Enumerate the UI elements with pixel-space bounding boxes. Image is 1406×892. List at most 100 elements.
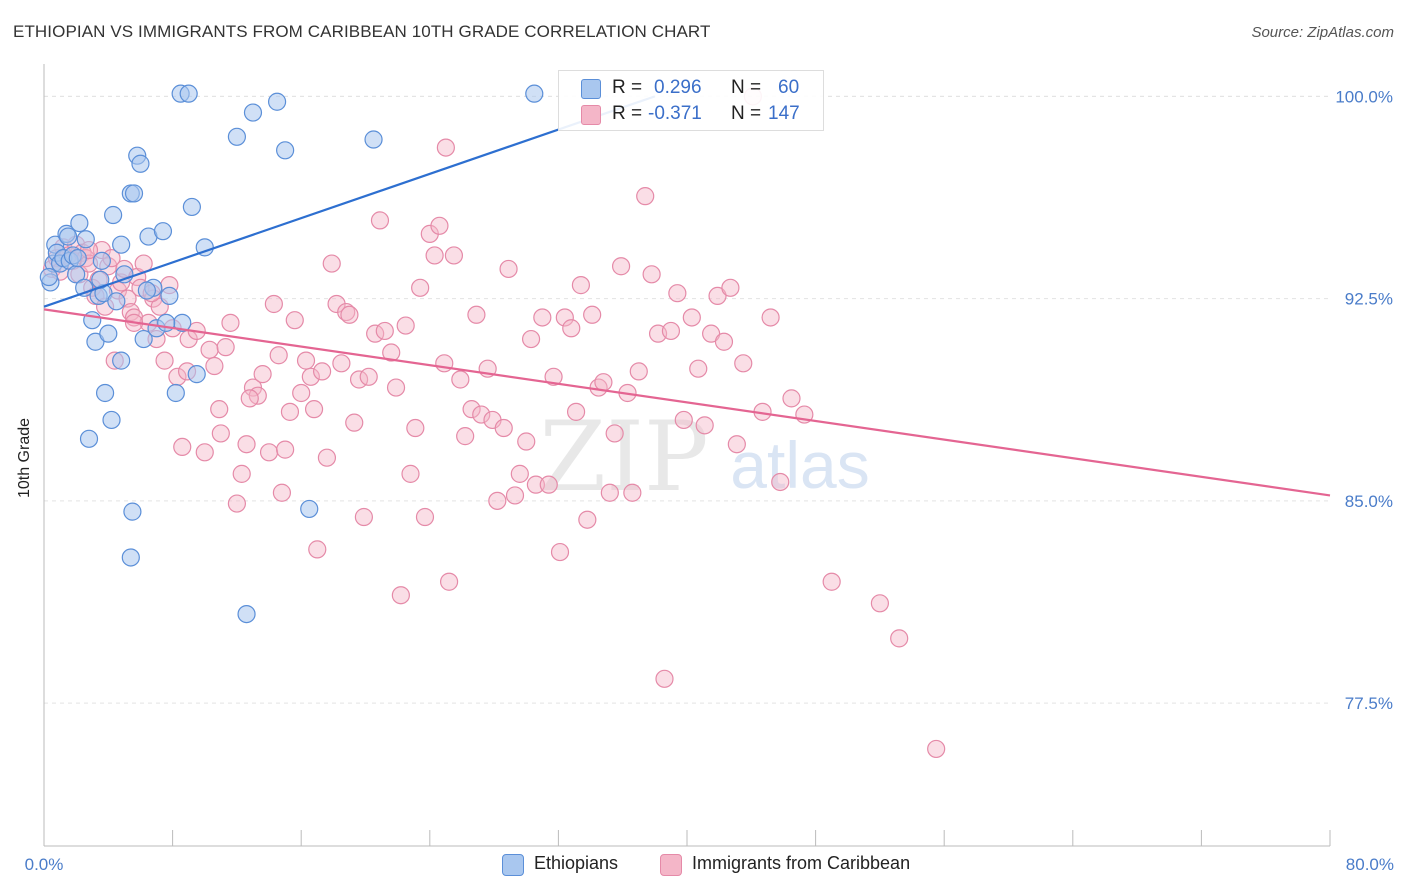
caribbean-point (200, 340, 219, 359)
caribbean-point (544, 367, 563, 386)
caribbean-point (308, 540, 327, 559)
x-tick-label: 0.0% (25, 855, 64, 874)
caribbean-point (272, 483, 292, 502)
caribbean-point (721, 278, 740, 297)
legend-swatch-pink (581, 105, 601, 125)
caribbean-point (611, 257, 631, 276)
caribbean-point (337, 302, 356, 322)
ethiopian-point (137, 281, 156, 300)
ethiopian-point (124, 184, 144, 203)
caribbean-point (396, 316, 415, 335)
caribbean-point (655, 669, 674, 688)
ethiopian-point (187, 365, 206, 384)
caribbean-point (605, 424, 624, 443)
caribbean-point (555, 308, 574, 327)
caribbean-point (317, 448, 337, 467)
caribbean-point (499, 259, 518, 279)
caribbean-point (259, 443, 279, 462)
caribbean-point (533, 308, 552, 327)
ethiopian-point (179, 84, 198, 103)
ethiopian-point (102, 410, 121, 430)
caribbean-point (521, 329, 541, 349)
caribbean-point (870, 594, 890, 613)
caribbean-point (642, 265, 661, 284)
series-ethiopians-points (39, 84, 544, 624)
caribbean-point (594, 373, 613, 392)
caribbean-point (237, 435, 256, 454)
ethiopian-point (166, 383, 185, 403)
y-axis-title-wrap: 10th Grade (16, 378, 34, 498)
caribbean-point (550, 542, 570, 562)
caribbean-point (494, 418, 513, 438)
legend-r-label: R = (612, 103, 643, 124)
caribbean-point (444, 246, 464, 265)
caribbean-point (668, 284, 687, 303)
caribbean-point (195, 443, 214, 462)
caribbean-point (472, 405, 491, 424)
ethiopian-point (237, 604, 256, 624)
ethiopian-point (79, 429, 99, 448)
caribbean-point (359, 367, 378, 386)
ethiopian-point (86, 332, 105, 351)
ethiopian-point (243, 103, 263, 122)
caribbean-point (708, 286, 727, 306)
legend-n-label: N = (731, 77, 762, 98)
caribbean-trend-line (43, 308, 1331, 497)
caribbean-point (332, 354, 351, 373)
caribbean-point (636, 187, 655, 206)
y-tick-labels: 77.5% 85.0% 92.5% 100.0% (1335, 87, 1393, 713)
caribbean-point (734, 354, 753, 373)
caribbean-point (727, 435, 746, 454)
ethiopian-point (525, 84, 544, 103)
legend-n-value: 60 (778, 77, 800, 98)
caribbean-point (415, 507, 435, 527)
caribbean-point (505, 486, 525, 505)
ethiopian-point (76, 230, 95, 249)
caribbean-point (682, 308, 701, 327)
series-caribbean-points (42, 87, 946, 759)
caribbean-point (411, 278, 430, 297)
caribbean-point (436, 138, 455, 157)
ethiopian-point (227, 127, 246, 146)
legend-swatch-blue (581, 79, 601, 99)
ethiopian-point (121, 548, 140, 567)
caribbean-point (571, 276, 591, 295)
caribbean-point (462, 400, 481, 419)
caribbean-point (221, 313, 240, 332)
axes (43, 64, 1331, 847)
caribbean-point (340, 305, 359, 324)
ethiopian-point (134, 329, 153, 349)
caribbean-point (232, 464, 251, 483)
ethiopian-point (364, 130, 383, 149)
legend-r-value: -0.371 (648, 103, 702, 124)
caribbean-point (566, 402, 586, 421)
ethiopian-point (92, 251, 111, 270)
ethiopian-point (99, 324, 118, 343)
ethiopian-point (131, 154, 150, 173)
ethiopian-point (153, 222, 173, 241)
y-tick-label: 100.0% (1335, 87, 1393, 106)
ethiopian-point (104, 205, 123, 225)
caribbean-point (155, 351, 174, 370)
watermark: ZIP atlas (539, 401, 869, 513)
caribbean-point (539, 475, 558, 494)
x-tick-label: 80.0% (1346, 855, 1394, 874)
caribbean-point (304, 400, 324, 419)
legend-r-value: 0.296 (654, 77, 702, 98)
caribbean-point (211, 424, 230, 443)
caribbean-point (456, 427, 475, 446)
bottom-legend-label: Ethiopians (534, 853, 619, 873)
caribbean-point (771, 472, 790, 492)
caribbean-point (382, 343, 401, 362)
caribbean-point (269, 346, 288, 365)
ethiopian-point (107, 292, 126, 311)
caribbean-point (488, 491, 507, 510)
caribbean-point (312, 362, 332, 381)
bottom-legend-swatch-pink (660, 854, 682, 876)
ethiopian-point (123, 502, 142, 521)
chart-title: ETHIOPIAN VS IMMIGRANTS FROM CARIBBEAN 1… (13, 22, 711, 41)
ethiopian-point (276, 141, 295, 160)
ethiopian-point (70, 213, 89, 233)
caribbean-point (121, 302, 140, 322)
